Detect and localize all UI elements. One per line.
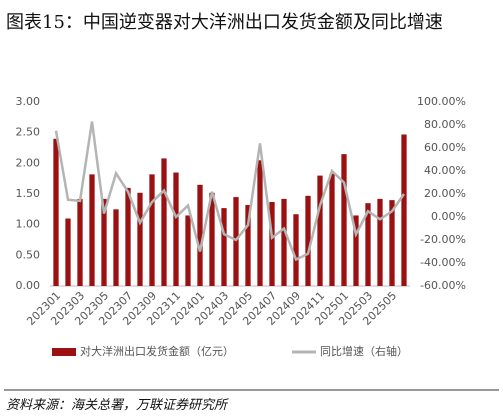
bar <box>269 201 275 286</box>
y2-tick-label: -20.00% <box>420 233 466 246</box>
y2-tick-label: 80.00% <box>424 118 466 131</box>
bar <box>329 173 335 286</box>
y2-tick-label: 0.00% <box>431 210 466 223</box>
bar <box>365 203 371 286</box>
bar <box>149 174 155 286</box>
bar <box>197 184 203 286</box>
bar <box>125 187 131 286</box>
bar <box>389 200 395 286</box>
y-tick-label: 2.50 <box>16 126 41 139</box>
legend-swatch <box>52 348 76 356</box>
bar <box>281 198 287 286</box>
bar <box>65 218 71 286</box>
y-tick-label: 0.50 <box>16 248 41 261</box>
y2-tick-label: 40.00% <box>424 164 466 177</box>
bar <box>233 197 239 286</box>
legend-label: 对大洋洲出口发货金额（亿元） <box>80 344 234 358</box>
bar <box>401 134 407 286</box>
y2-tick-label: 60.00% <box>424 141 466 154</box>
bar <box>113 209 119 286</box>
bar <box>101 198 107 286</box>
bar <box>209 192 215 286</box>
y2-tick-label: -40.00% <box>420 256 466 269</box>
bar <box>53 138 59 286</box>
bar <box>221 208 227 286</box>
bar <box>137 192 143 286</box>
bar <box>293 214 299 286</box>
legend-label: 同比增速（右轴） <box>320 344 408 358</box>
y-tick-label: 0.00 <box>16 279 41 292</box>
bar <box>377 198 383 286</box>
y-tick-label: 1.00 <box>16 218 41 231</box>
chart-title: 图表15：中国逆变器对大洋洲出口发货金额及同比增速 <box>6 12 443 33</box>
y2-tick-label: -60.00% <box>420 279 466 292</box>
bar <box>245 205 251 286</box>
y-tick-label: 2.00 <box>16 156 41 169</box>
bar <box>161 158 167 286</box>
bar <box>185 215 191 286</box>
source: 资料来源：海关总署，万联证券研究所 <box>6 398 228 413</box>
y-tick-label: 3.00 <box>16 95 41 108</box>
bar <box>173 172 179 286</box>
bar <box>305 195 311 286</box>
bar <box>257 160 263 286</box>
bar <box>353 215 359 286</box>
bar <box>77 198 83 286</box>
y-tick-label: 1.50 <box>16 187 41 200</box>
line <box>54 121 406 262</box>
bar <box>317 175 323 286</box>
bar <box>89 174 95 286</box>
y2-tick-label: 20.00% <box>424 187 466 200</box>
bar <box>341 154 347 286</box>
y2-tick-label: 100.00% <box>417 95 466 108</box>
